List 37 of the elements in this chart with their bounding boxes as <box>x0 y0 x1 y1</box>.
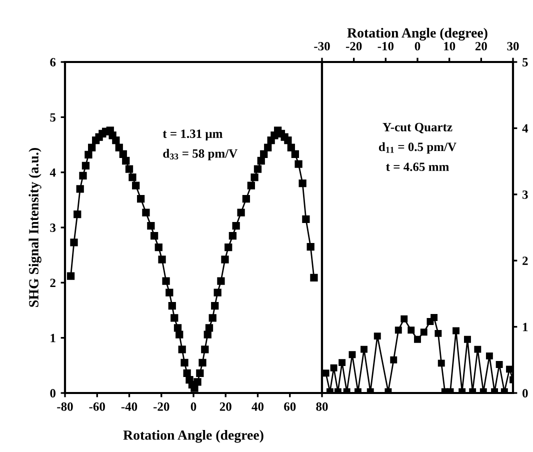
x-tick-label: -60 <box>89 402 105 411</box>
x-tick-label: 0 <box>414 42 420 50</box>
x-tick-label: 20 <box>220 402 232 411</box>
x-tick-label: -80 <box>57 402 73 411</box>
y-tick-label: 4 <box>50 168 56 177</box>
x-tick-label: 10 <box>444 42 456 50</box>
annotation: t = 4.65 mm <box>386 162 449 172</box>
y-tick-label: 0 <box>50 389 56 398</box>
y-tick-label: 1 <box>50 334 56 342</box>
y-tick-label: 5 <box>50 113 56 122</box>
y-tick-label: 2 <box>50 278 56 288</box>
y-tick-label: 1 <box>523 322 528 332</box>
x-tick-label: 40 <box>252 402 264 411</box>
annotation: d$_{33}$ = 58 pm/V <box>163 148 238 160</box>
y-tick-label: 3 <box>522 190 528 199</box>
y-tick-label: 3 <box>50 224 56 232</box>
x-axis-title: Rotation Angle (degree) <box>123 430 264 443</box>
x-tick-label: -40 <box>121 402 138 411</box>
y-axis-title: SHG Signal Intensity (a.u.) <box>28 148 42 307</box>
x-tick-label: 30 <box>507 42 519 50</box>
y-tick-label: 4 <box>522 124 528 133</box>
x-tick-label: -30 <box>314 42 330 50</box>
x-tick-label: -20 <box>346 42 362 50</box>
x-axis-title: Rotation Angle (degree) <box>347 28 488 41</box>
y-tick-label: 6 <box>50 58 56 66</box>
x-tick-label: 60 <box>284 402 296 411</box>
x-tick-label: 20 <box>475 42 487 50</box>
x-tick-label: -20 <box>154 402 170 411</box>
annotation: d$_{11}$ = 0.5 pm/V <box>378 142 456 154</box>
x-tick-label: 0 <box>190 402 196 411</box>
y-tick-label: 5 <box>522 58 528 66</box>
x-tick-label: -10 <box>378 42 394 50</box>
x-tick-label: 80 <box>316 402 328 411</box>
y-tick-label: 0 <box>522 389 528 398</box>
annotation: Y-cut Quartz <box>382 122 452 134</box>
y-tick-label: 2 <box>522 256 528 265</box>
annotation: t = 1.31 μm <box>162 130 222 140</box>
